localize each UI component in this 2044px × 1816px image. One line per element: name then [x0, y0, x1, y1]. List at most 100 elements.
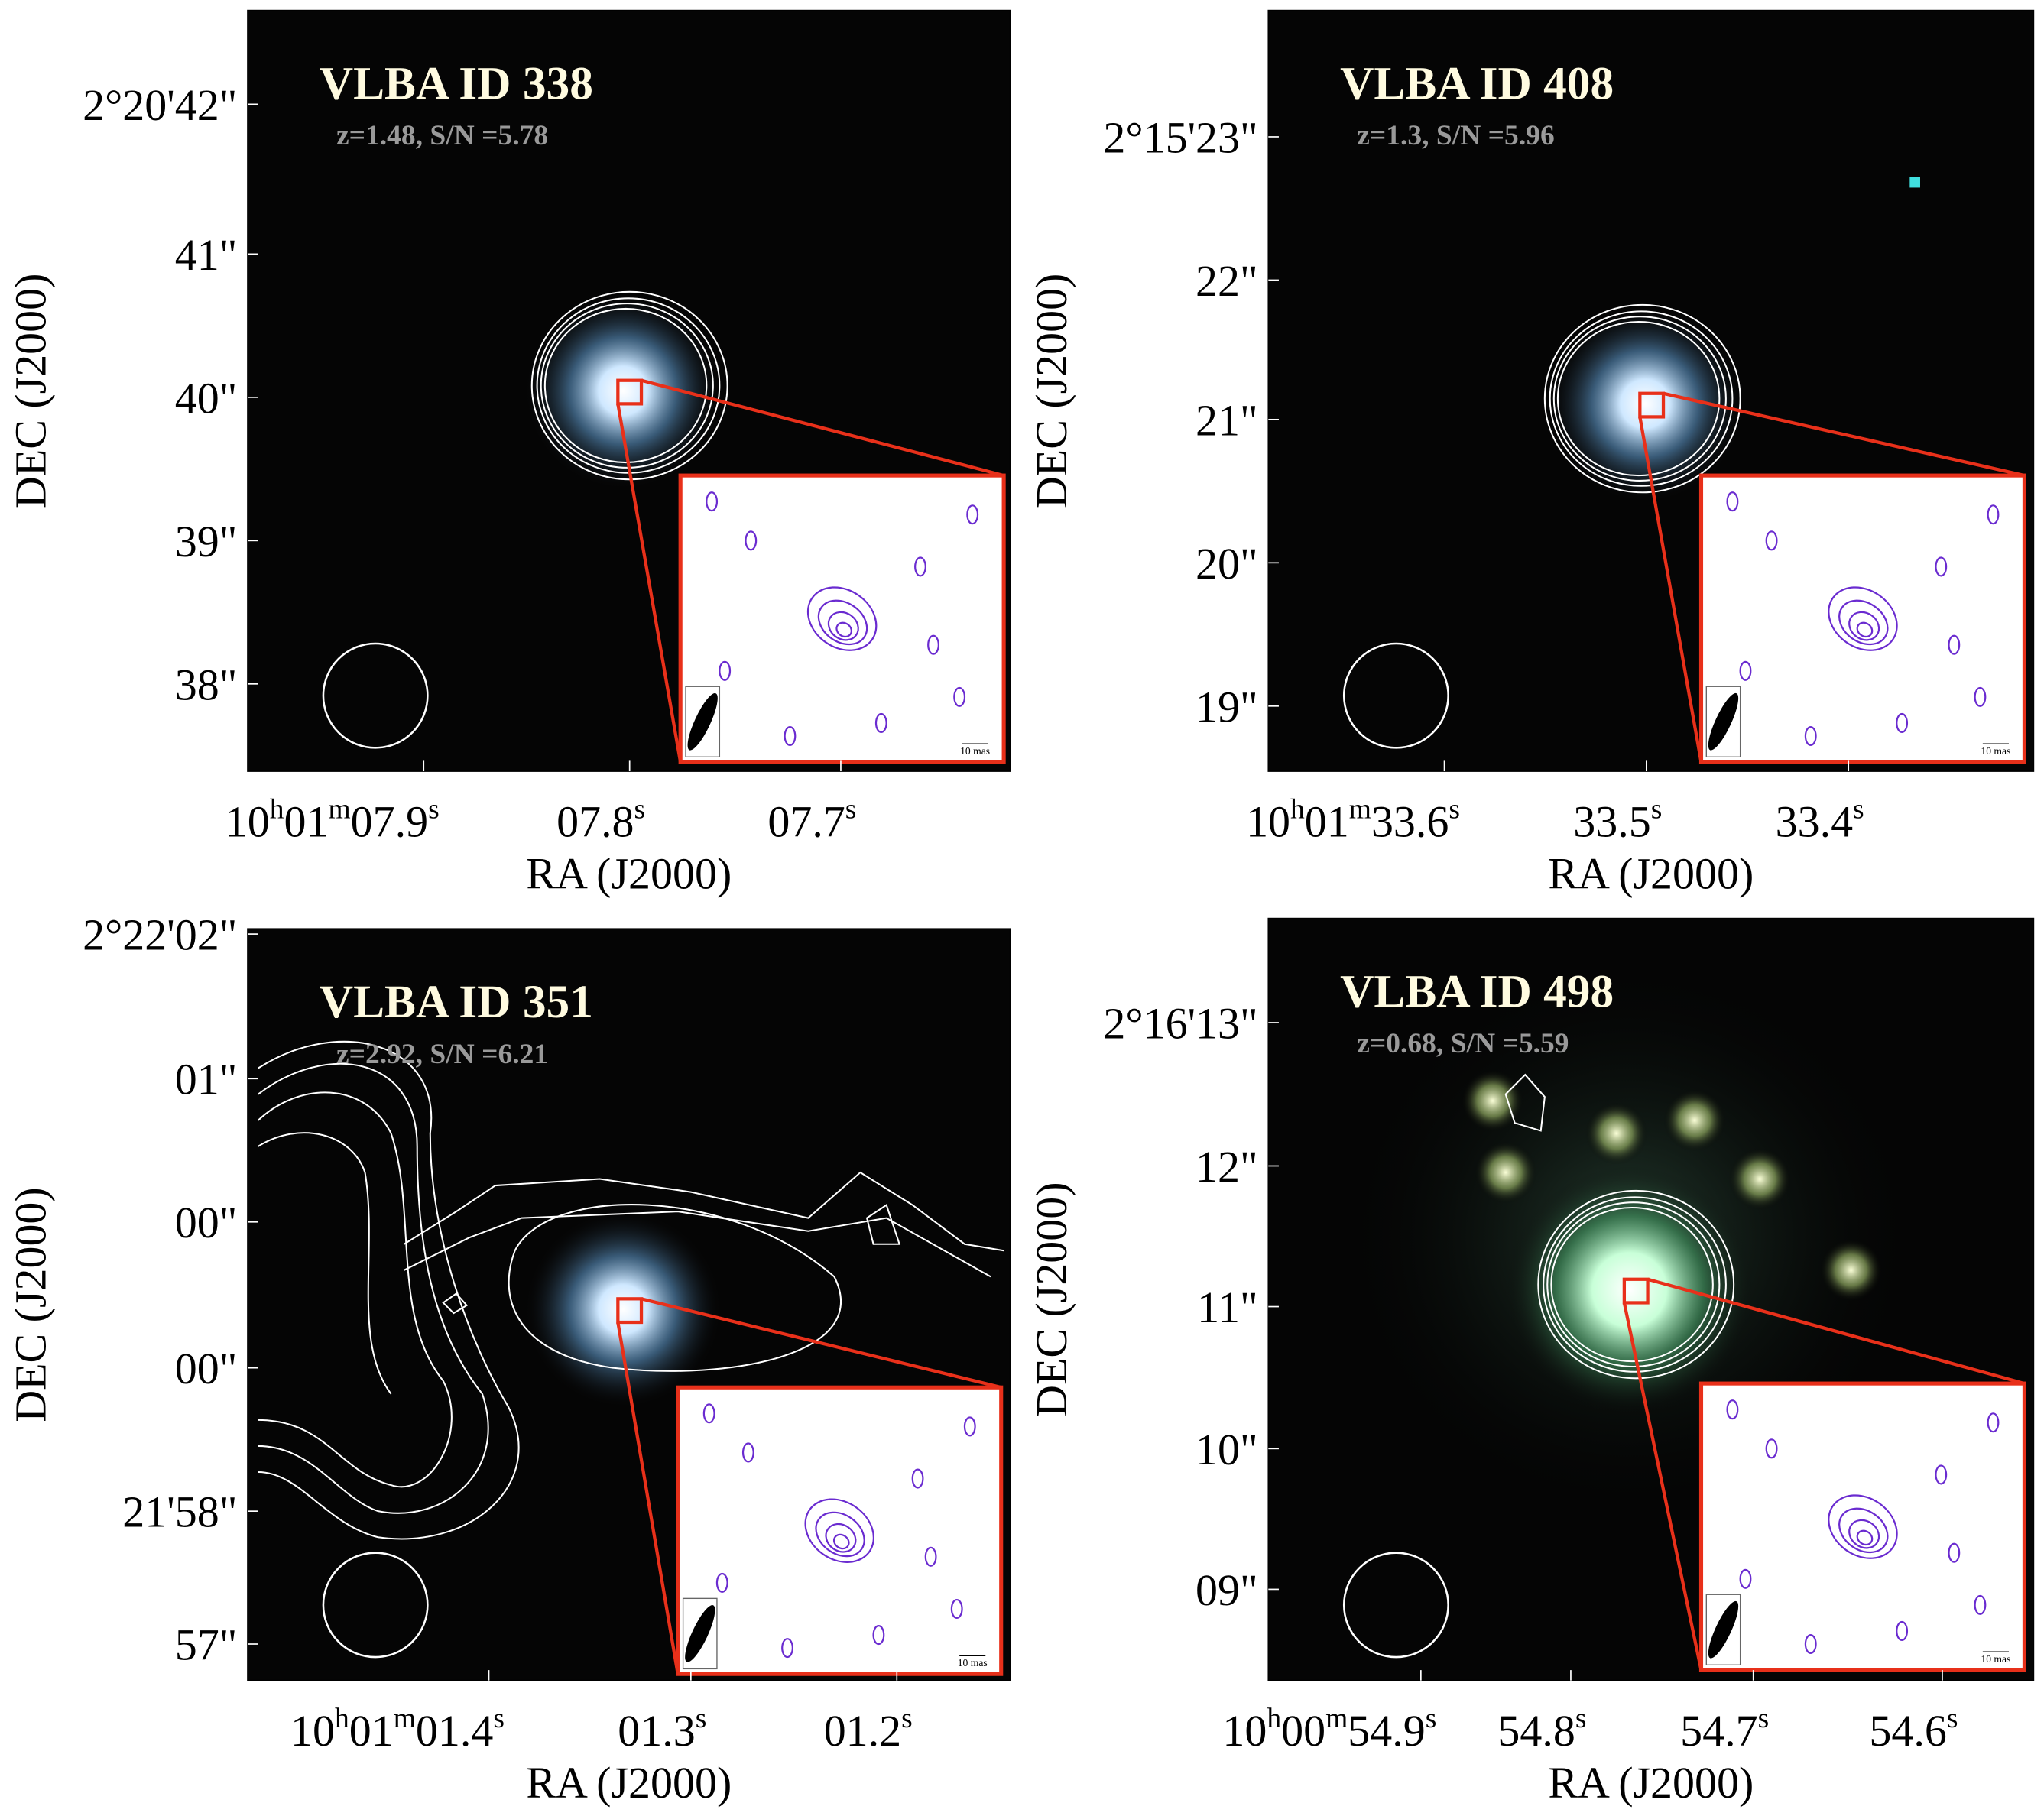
radio-contour: [404, 1211, 991, 1278]
ra-value: 01.4: [416, 1706, 493, 1756]
ra-unit: m: [1349, 793, 1371, 825]
scale-label: 10 mas: [958, 1657, 988, 1668]
ra-value: 10: [1222, 1706, 1267, 1756]
ra-unit: h: [335, 1703, 349, 1734]
zoom-box: [616, 378, 644, 406]
vlba-contour: [1935, 556, 1948, 577]
dec-tick-label: 09": [1196, 1565, 1258, 1615]
vlba-contour: [825, 1523, 857, 1553]
dec-tick-label: 21'58": [122, 1487, 237, 1537]
vlba-contour: [1896, 712, 1909, 734]
vlba-contour: [950, 1598, 963, 1620]
panel-title: VLBA ID 351: [320, 976, 593, 1028]
frame: [1267, 917, 2035, 1681]
ra-tick-label: 10h01m01.4s: [290, 1703, 505, 1756]
zoom-box: [616, 1297, 644, 1325]
vlba-contour: [806, 586, 878, 651]
ra-unit: s: [493, 1703, 505, 1734]
beam: [322, 642, 429, 749]
vlba-contour: [702, 1403, 715, 1424]
vlba-contour: [745, 530, 758, 551]
panel-subtitle: z=1.48, S/N =5.78: [336, 120, 548, 151]
ra-tick-label: 33.4s: [1776, 793, 1864, 846]
ra-value: 07.7: [767, 796, 845, 846]
beam: [1342, 1552, 1449, 1659]
vlba-contour: [1726, 491, 1739, 512]
ra-tick-label: 54.7s: [1680, 1703, 1769, 1756]
radio-contour: [540, 303, 714, 469]
zoom-line: [616, 1321, 680, 1675]
vlba-contour: [1739, 660, 1752, 681]
vlba-contour: [1848, 1519, 1880, 1549]
ra-tick-label: 01.3s: [618, 1703, 706, 1756]
ra-tick-label: 33.5s: [1573, 793, 1662, 846]
y-axis-label: DEC (J2000): [6, 274, 56, 508]
ra-unit: s: [634, 793, 646, 825]
vlba-contour: [1987, 504, 2000, 525]
dec-tick-label: 00": [175, 1344, 238, 1393]
ra-value: 54.7: [1680, 1706, 1757, 1756]
zoom-box: [1638, 391, 1666, 419]
ra-unit: m: [1325, 1703, 1348, 1734]
ra-unit: s: [1853, 793, 1864, 825]
x-axis-label: RA (J2000): [526, 1758, 732, 1808]
knot: [1819, 1238, 1883, 1302]
vlba-contour: [706, 491, 719, 512]
vlba-beam: [1708, 692, 1739, 751]
radio-contour: [404, 1171, 1004, 1252]
knot: [1461, 1069, 1524, 1133]
dec-tick-label: 20": [1196, 539, 1258, 589]
ra-unit: h: [270, 793, 284, 825]
vlba-contour: [1804, 1633, 1817, 1655]
ra-unit: s: [1651, 793, 1663, 825]
y-axis-label: DEC (J2000): [1027, 1182, 1076, 1417]
vlba-contour: [927, 634, 939, 655]
vlba-contour: [715, 1572, 728, 1593]
vlba-contour: [1987, 1412, 2000, 1433]
star: [1909, 177, 1920, 188]
ra-tick-label: 07.8s: [556, 793, 645, 846]
vlba-contour: [1856, 1529, 1874, 1546]
vlba-contour: [817, 599, 868, 646]
x-axis-label: RA (J2000): [1548, 1758, 1754, 1808]
vlba-beam: [685, 1605, 715, 1662]
beam: [322, 1552, 429, 1659]
scale-label: 10 mas: [1981, 1653, 2010, 1665]
vlba-contour: [914, 556, 926, 577]
ra-tick-label: 10h01m07.9s: [225, 793, 440, 846]
ra-unit: s: [1426, 1703, 1437, 1734]
vlba-contour: [1838, 1507, 1889, 1554]
ra-unit: s: [1758, 1703, 1770, 1734]
scale-label: 10 mas: [1981, 745, 2010, 757]
panel-title: VLBA ID 498: [1340, 966, 1614, 1018]
dec-tick-label: 21": [1196, 395, 1258, 445]
panel-title: VLBA ID 408: [1340, 58, 1614, 110]
vlba-contour: [1804, 725, 1817, 747]
ra-value: 01: [349, 1706, 394, 1756]
ra-value: 33.6: [1371, 796, 1449, 846]
panel: 10 mas VLBA ID 408 z=1.3, S/N =5.96 2°15'23…: [1027, 9, 2035, 898]
inset: [678, 473, 1006, 764]
inset: [1698, 1381, 2026, 1672]
vlba-contour: [741, 1442, 754, 1463]
ra-tick-label: 10h01m33.6s: [1246, 793, 1460, 846]
ra-value: 10: [225, 796, 270, 846]
ra-value: 10: [290, 1706, 335, 1756]
vlba-contour: [1896, 1620, 1909, 1642]
vlba-contour: [1856, 621, 1874, 638]
vlba-contour: [835, 621, 852, 638]
x-axis-label: RA (J2000): [1548, 848, 1754, 898]
vlba-contour: [784, 725, 797, 747]
panel: 10 mas VLBA ID 498 z=0.68, S/N =5.59 2°16'1…: [1027, 917, 2035, 1808]
radio-contour: [258, 1062, 489, 1514]
vlba-contour: [1935, 1464, 1948, 1485]
ra-unit: s: [901, 1703, 913, 1734]
radio-contour: [1546, 1201, 1721, 1367]
vlba-contour: [911, 1468, 924, 1489]
radio-contour: [865, 1204, 901, 1245]
ra-value: 54.9: [1348, 1706, 1425, 1756]
panel: 10 mas VLBA ID 338 z=1.48, S/N =5.78 2°20'4…: [6, 9, 1011, 898]
ra-tick-label: 54.6s: [1869, 1703, 1958, 1756]
vlba-contour: [804, 1498, 875, 1563]
y-axis-label: DEC (J2000): [1027, 274, 1076, 508]
